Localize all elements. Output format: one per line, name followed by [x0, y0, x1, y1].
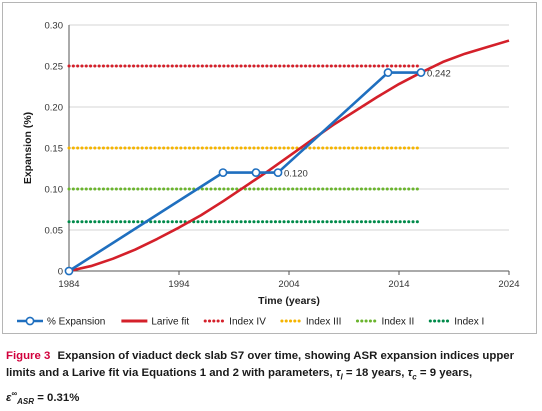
y-tick-label: 0.25: [45, 62, 64, 73]
y-tick-label: 0.10: [45, 185, 64, 196]
tau-c-subscript: c: [412, 372, 417, 382]
data-point-expansion: [218, 168, 228, 177]
caption-text: Expansion of viaduct deck slab S7 over t…: [6, 350, 515, 379]
y-tick-label: 0.30: [45, 21, 64, 32]
labels-layer: 0 0.05 0.10 0.15 0.20 0.25 0.30 1984 1994 2004 201…: [22, 21, 520, 308]
legend-marker-expansion: [25, 316, 35, 326]
y-tick-label: 0.05: [45, 226, 64, 237]
legend: % Expansion Larive fit Index IV Index III In…: [17, 317, 484, 328]
legend-label: Index IV: [229, 317, 266, 328]
legend-label: Index I: [454, 317, 484, 328]
epsilon-subscript: ASR: [17, 397, 35, 407]
data-label: 0.242: [427, 69, 451, 80]
chart-frame: 0 0.05 0.10 0.15 0.20 0.25 0.30 1984 1994 2004 201…: [2, 2, 537, 334]
y-axis-title: Expansion (%): [22, 112, 34, 184]
x-axis-title: Time (years): [258, 295, 320, 307]
grid-layer: [69, 24, 509, 231]
series-layer: [64, 39, 510, 276]
legend-label: Larive fit: [151, 317, 189, 328]
data-label: 0.120: [284, 169, 308, 180]
epsilon-superscript: ∞: [11, 389, 18, 399]
data-point-expansion: [251, 168, 261, 177]
data-point-expansion: [64, 266, 74, 276]
data-point-expansion: [416, 68, 426, 77]
data-point-expansion: [383, 68, 393, 77]
tau-l-symbol: τ: [335, 367, 341, 379]
x-tick-label: 2024: [498, 279, 519, 290]
x-tick-label: 1984: [58, 279, 79, 290]
y-tick-label: 0.20: [45, 103, 64, 114]
epsilon-symbol: ε: [6, 392, 12, 405]
data-point-expansion: [273, 168, 283, 177]
y-tick-label: 0: [58, 267, 63, 278]
x-tick-label: 2014: [388, 279, 409, 290]
figure-label: Figure 3: [6, 350, 51, 362]
tau-l-subscript: l: [340, 372, 343, 382]
legend-label: Index II: [381, 317, 414, 328]
tau-c-symbol: τ: [407, 367, 413, 379]
tau-l-value: = 18 years,: [342, 367, 405, 379]
legend-label: Index III: [306, 317, 342, 328]
epsilon-value: = 0.31%: [34, 392, 80, 405]
tau-c-value: = 9 years,: [416, 367, 473, 379]
figure-caption: Figure 3 Expansion of viaduct deck slab …: [6, 348, 536, 410]
x-tick-label: 2004: [278, 279, 299, 290]
x-tick-label: 1994: [168, 279, 189, 290]
chart: 0 0.05 0.10 0.15 0.20 0.25 0.30 1984 1994 2004 201…: [17, 21, 520, 328]
legend-label: % Expansion: [47, 317, 105, 328]
y-tick-label: 0.15: [45, 144, 64, 155]
series-line-expansion: [68, 71, 421, 273]
series-line-larive-fit: [68, 39, 510, 273]
